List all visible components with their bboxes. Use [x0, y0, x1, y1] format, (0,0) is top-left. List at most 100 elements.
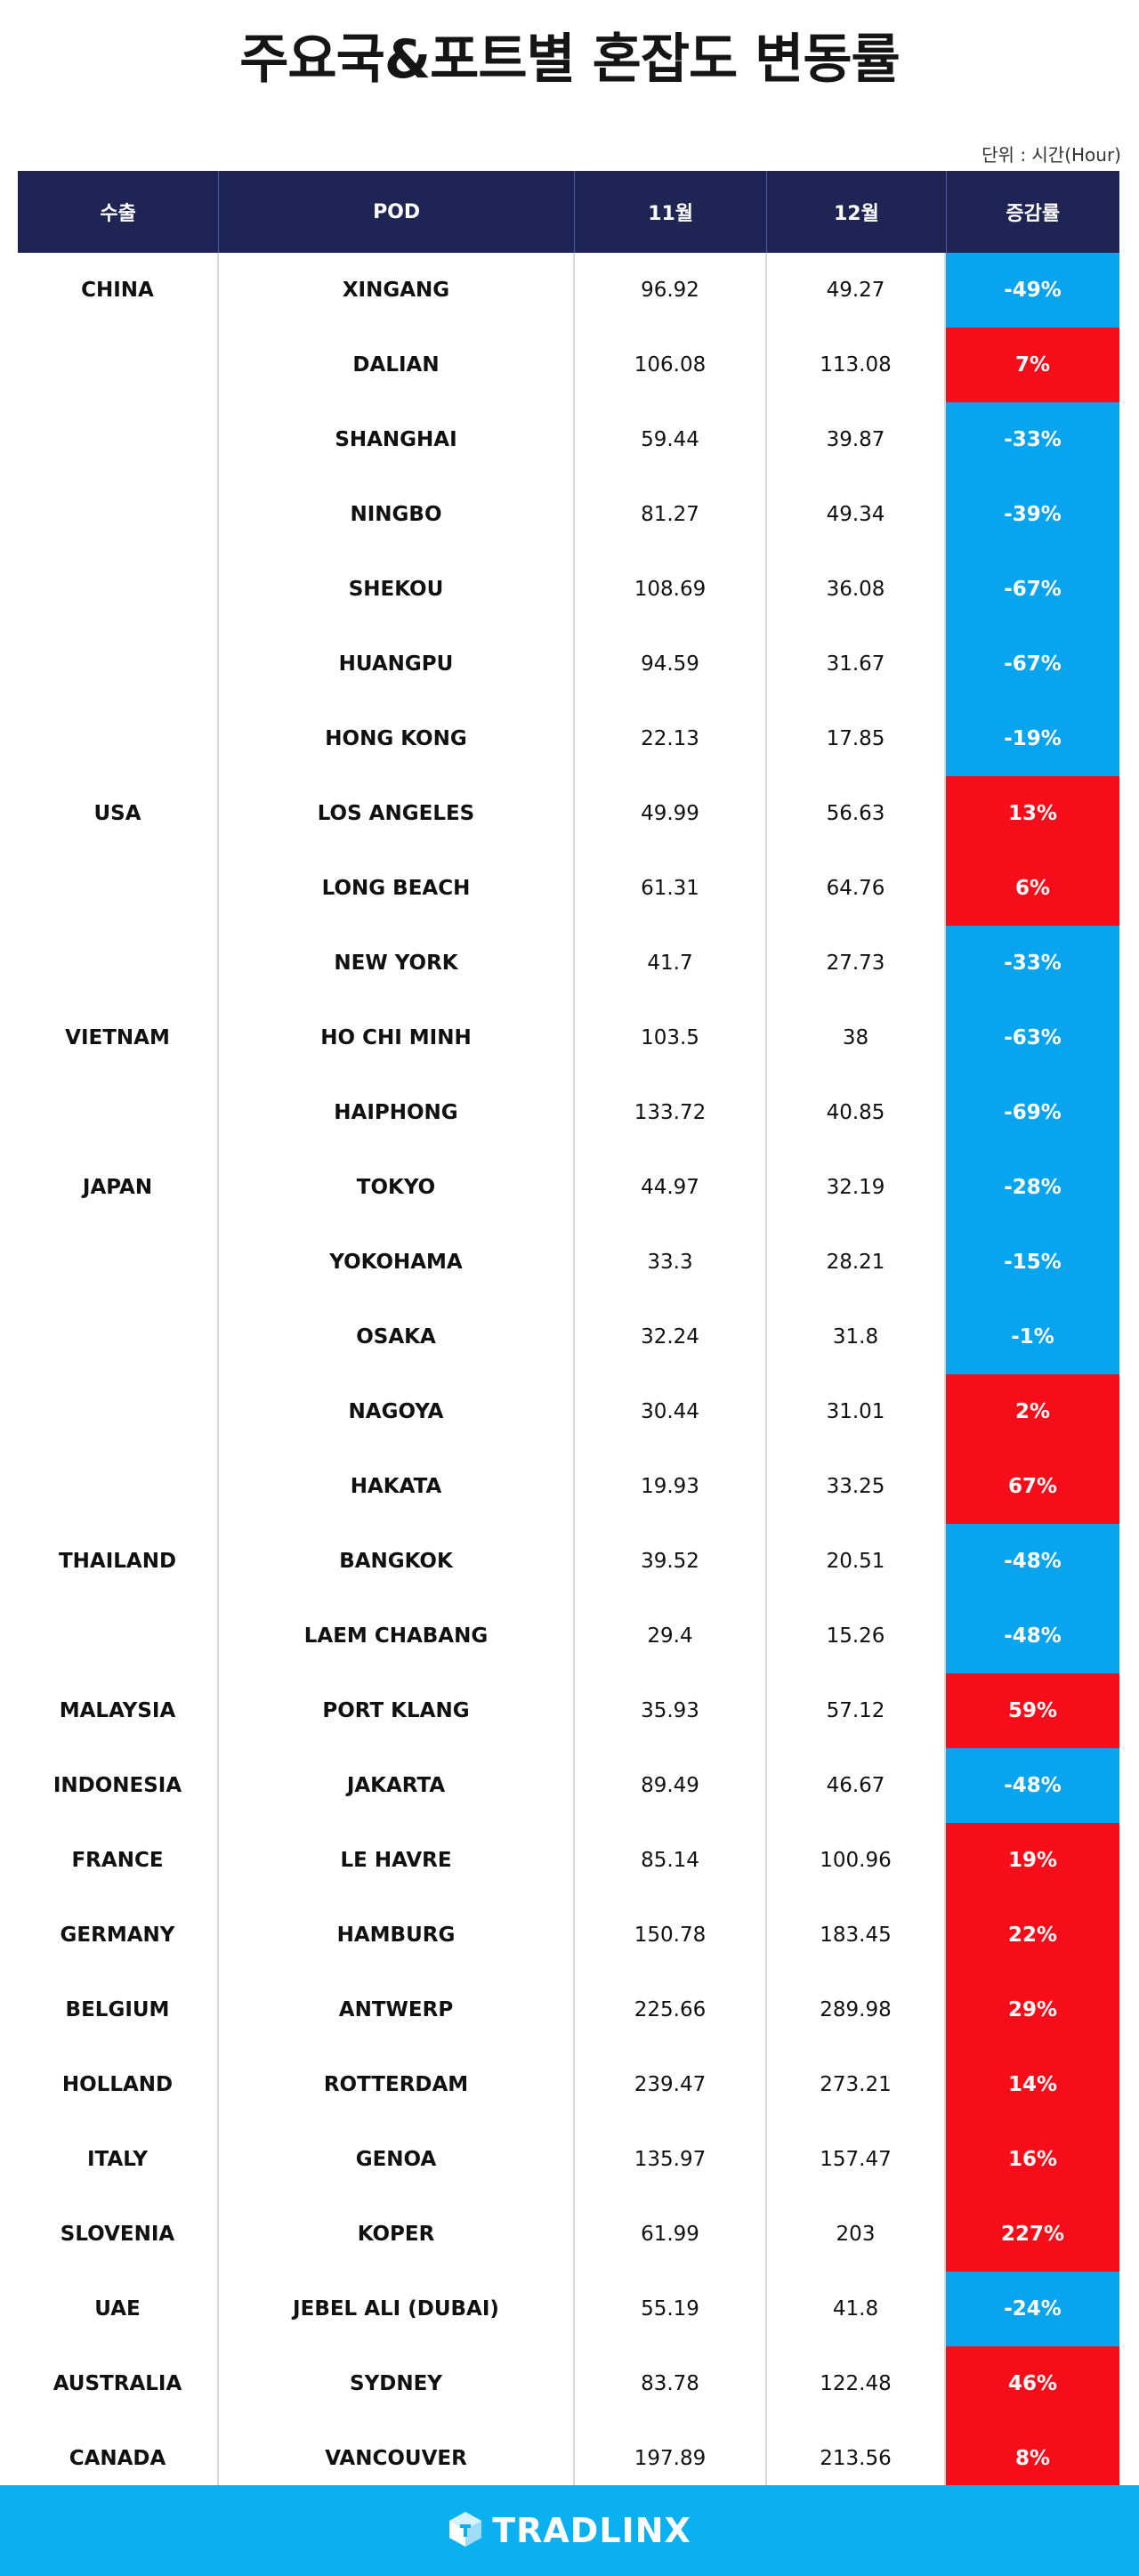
november-value: 49.99: [575, 776, 767, 851]
pod-cell: HAMBURG: [219, 1898, 575, 1973]
change-rate-badge: 46%: [946, 2346, 1119, 2421]
table-row: YOKOHAMA 33.3 28.21 -15%: [18, 1225, 1119, 1300]
pod-cell: KOPER: [219, 2197, 575, 2272]
november-value: 30.44: [575, 1374, 767, 1449]
country-cell: [18, 1300, 219, 1374]
table-row: HOLLAND ROTTERDAM 239.47 273.21 14%: [18, 2047, 1119, 2122]
december-value: 39.87: [767, 402, 946, 477]
november-value: 85.14: [575, 1823, 767, 1898]
country-cell: [18, 926, 219, 1000]
tradlinx-cube-icon: [448, 2510, 483, 2551]
pod-cell: HAKATA: [219, 1449, 575, 1524]
change-rate-badge: -67%: [946, 552, 1119, 627]
november-value: 22.13: [575, 701, 767, 776]
november-value: 103.5: [575, 1000, 767, 1075]
country-cell: UAE: [18, 2272, 219, 2346]
pod-cell: NAGOYA: [219, 1374, 575, 1449]
table-row: USA LOS ANGELES 49.99 56.63 13%: [18, 776, 1119, 851]
change-rate-badge: 7%: [946, 328, 1119, 402]
december-value: 31.67: [767, 627, 946, 701]
pod-cell: HO CHI MINH: [219, 1000, 575, 1075]
table-row: NAGOYA 30.44 31.01 2%: [18, 1374, 1119, 1449]
november-value: 35.93: [575, 1673, 767, 1748]
december-value: 64.76: [767, 851, 946, 926]
november-value: 83.78: [575, 2346, 767, 2421]
country-cell: AUSTRALIA: [18, 2346, 219, 2421]
change-rate-badge: 6%: [946, 851, 1119, 926]
december-value: 41.8: [767, 2272, 946, 2346]
country-cell: CANADA: [18, 2421, 219, 2496]
change-rate-badge: -33%: [946, 926, 1119, 1000]
table-row: FRANCE LE HAVRE 85.14 100.96 19%: [18, 1823, 1119, 1898]
table-row: AUSTRALIA SYDNEY 83.78 122.48 46%: [18, 2346, 1119, 2421]
country-cell: USA: [18, 776, 219, 851]
december-value: 113.08: [767, 328, 946, 402]
pod-cell: SYDNEY: [219, 2346, 575, 2421]
header-november: 11월: [575, 171, 768, 253]
change-rate-badge: -48%: [946, 1599, 1119, 1673]
country-cell: [18, 627, 219, 701]
table-row: HAKATA 19.93 33.25 67%: [18, 1449, 1119, 1524]
december-value: 203: [767, 2197, 946, 2272]
november-value: 225.66: [575, 1973, 767, 2047]
table-row: NEW YORK 41.7 27.73 -33%: [18, 926, 1119, 1000]
pod-cell: HONG KONG: [219, 701, 575, 776]
november-value: 197.89: [575, 2421, 767, 2496]
pod-cell: NEW YORK: [219, 926, 575, 1000]
november-value: 81.27: [575, 477, 767, 552]
november-value: 108.69: [575, 552, 767, 627]
december-value: 15.26: [767, 1599, 946, 1673]
pod-cell: OSAKA: [219, 1300, 575, 1374]
country-cell: [18, 1075, 219, 1150]
table-row: ITALY GENOA 135.97 157.47 16%: [18, 2122, 1119, 2197]
change-rate-badge: -63%: [946, 1000, 1119, 1075]
table-row: LONG BEACH 61.31 64.76 6%: [18, 851, 1119, 926]
pod-cell: LOS ANGELES: [219, 776, 575, 851]
country-cell: FRANCE: [18, 1823, 219, 1898]
table-row: LAEM CHABANG 29.4 15.26 -48%: [18, 1599, 1119, 1673]
change-rate-badge: -19%: [946, 701, 1119, 776]
december-value: 57.12: [767, 1673, 946, 1748]
country-cell: [18, 1599, 219, 1673]
footer-bar: TRADLINX: [0, 2485, 1139, 2576]
pod-cell: ANTWERP: [219, 1973, 575, 2047]
brand-name: TRADLINX: [492, 2511, 691, 2550]
change-rate-badge: -49%: [946, 253, 1119, 328]
november-value: 94.59: [575, 627, 767, 701]
country-cell: CHINA: [18, 253, 219, 328]
november-value: 61.99: [575, 2197, 767, 2272]
country-cell: MALAYSIA: [18, 1673, 219, 1748]
country-cell: JAPAN: [18, 1150, 219, 1225]
country-cell: SLOVENIA: [18, 2197, 219, 2272]
table-row: THAILAND BANGKOK 39.52 20.51 -48%: [18, 1524, 1119, 1599]
pod-cell: ROTTERDAM: [219, 2047, 575, 2122]
unit-note: 단위 : 시간(Hour): [981, 144, 1121, 166]
november-value: 44.97: [575, 1150, 767, 1225]
change-rate-badge: -15%: [946, 1225, 1119, 1300]
country-cell: THAILAND: [18, 1524, 219, 1599]
pod-cell: LE HAVRE: [219, 1823, 575, 1898]
change-rate-badge: -69%: [946, 1075, 1119, 1150]
header-pod: POD: [219, 171, 575, 253]
pod-cell: SHANGHAI: [219, 402, 575, 477]
table-body: CHINA XINGANG 96.92 49.27 -49% DALIAN 106.08 11…: [18, 253, 1119, 2496]
header-december: 12월: [767, 171, 947, 253]
change-rate-badge: 67%: [946, 1449, 1119, 1524]
table-row: CHINA XINGANG 96.92 49.27 -49%: [18, 253, 1119, 328]
december-value: 100.96: [767, 1823, 946, 1898]
change-rate-badge: 14%: [946, 2047, 1119, 2122]
country-cell: GERMANY: [18, 1898, 219, 1973]
pod-cell: YOKOHAMA: [219, 1225, 575, 1300]
table-row: SHANGHAI 59.44 39.87 -33%: [18, 402, 1119, 477]
change-rate-badge: 227%: [946, 2197, 1119, 2272]
table-row: INDONESIA JAKARTA 89.49 46.67 -48%: [18, 1748, 1119, 1823]
december-value: 17.85: [767, 701, 946, 776]
december-value: 40.85: [767, 1075, 946, 1150]
december-value: 31.01: [767, 1374, 946, 1449]
pod-cell: VANCOUVER: [219, 2421, 575, 2496]
november-value: 33.3: [575, 1225, 767, 1300]
table-header: 수출 POD 11월 12월 증감률: [18, 171, 1119, 253]
pod-cell: DALIAN: [219, 328, 575, 402]
change-rate-badge: -39%: [946, 477, 1119, 552]
table-row: VIETNAM HO CHI MINH 103.5 38 -63%: [18, 1000, 1119, 1075]
